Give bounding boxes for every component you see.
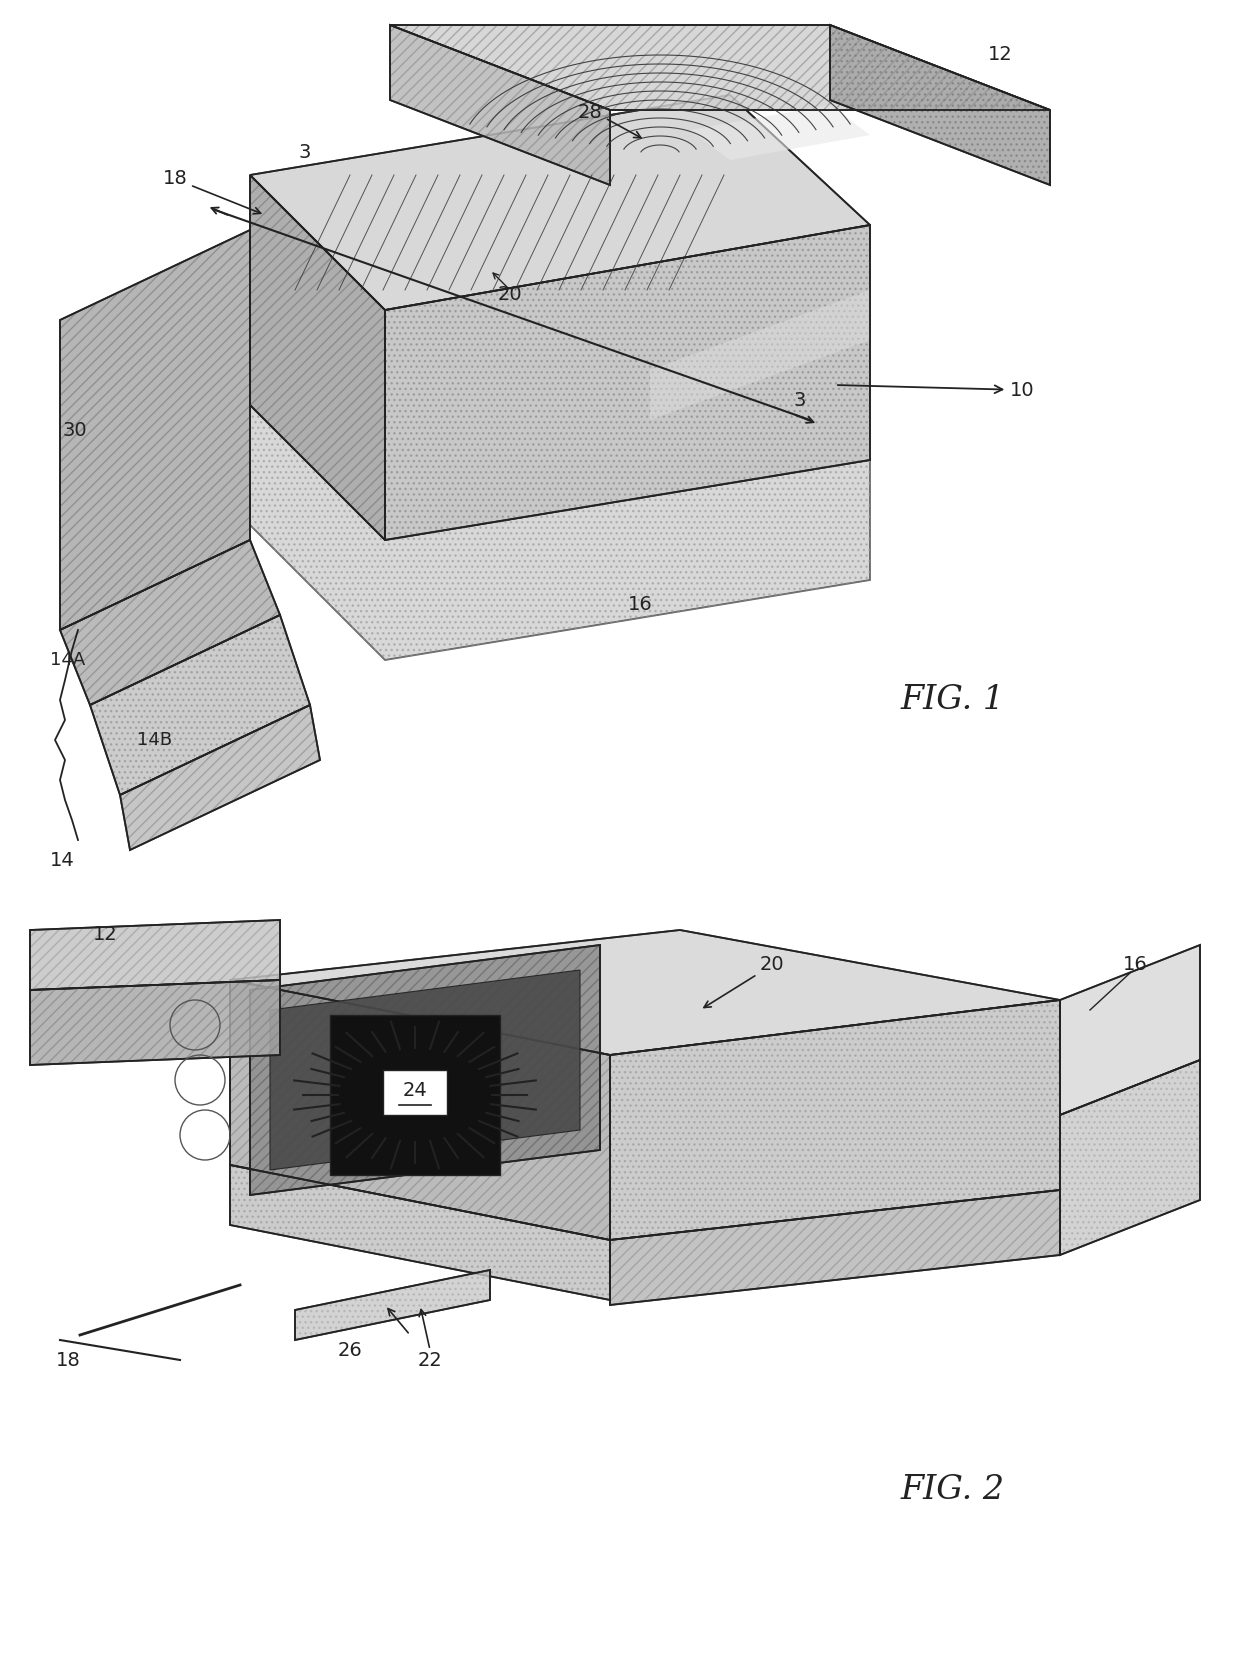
Text: 22: 22: [418, 1350, 443, 1370]
Polygon shape: [250, 946, 600, 1195]
Text: 16: 16: [627, 595, 652, 615]
Text: 12: 12: [93, 926, 118, 944]
Text: 30: 30: [63, 421, 87, 439]
Text: 10: 10: [838, 381, 1034, 399]
Text: 18: 18: [162, 169, 187, 187]
Text: FIG. 2: FIG. 2: [900, 1474, 1004, 1506]
Text: 24: 24: [403, 1081, 428, 1101]
Polygon shape: [1060, 946, 1200, 1115]
Polygon shape: [330, 1014, 500, 1175]
Polygon shape: [650, 291, 870, 419]
Polygon shape: [689, 105, 870, 160]
Polygon shape: [295, 1270, 490, 1340]
Text: 14B: 14B: [138, 730, 172, 749]
Polygon shape: [830, 25, 1050, 185]
Polygon shape: [391, 25, 1050, 110]
Polygon shape: [229, 1165, 610, 1300]
Polygon shape: [229, 979, 610, 1240]
Polygon shape: [391, 25, 610, 185]
Polygon shape: [250, 95, 870, 311]
Polygon shape: [30, 921, 280, 989]
Polygon shape: [229, 931, 1060, 1054]
Text: 16: 16: [1122, 956, 1147, 974]
Text: 3: 3: [794, 391, 806, 409]
Polygon shape: [610, 1190, 1060, 1305]
Polygon shape: [1060, 1059, 1200, 1255]
Text: 3: 3: [299, 142, 311, 162]
Polygon shape: [30, 979, 280, 1064]
Polygon shape: [120, 705, 320, 851]
Text: 28: 28: [578, 102, 603, 122]
Text: FIG. 1: FIG. 1: [900, 683, 1004, 715]
Polygon shape: [383, 1069, 446, 1115]
Polygon shape: [610, 999, 1060, 1240]
Text: 12: 12: [987, 45, 1012, 65]
Polygon shape: [60, 540, 280, 705]
Polygon shape: [91, 615, 310, 795]
Polygon shape: [250, 175, 384, 540]
Text: 20: 20: [497, 286, 522, 304]
Text: 26: 26: [337, 1340, 362, 1360]
Text: 14: 14: [50, 851, 74, 869]
Text: 20: 20: [704, 956, 785, 1008]
Polygon shape: [384, 226, 870, 540]
Polygon shape: [250, 404, 870, 660]
Polygon shape: [60, 231, 250, 630]
Text: 14A: 14A: [51, 652, 86, 668]
Text: 18: 18: [56, 1350, 81, 1370]
Polygon shape: [270, 969, 580, 1170]
